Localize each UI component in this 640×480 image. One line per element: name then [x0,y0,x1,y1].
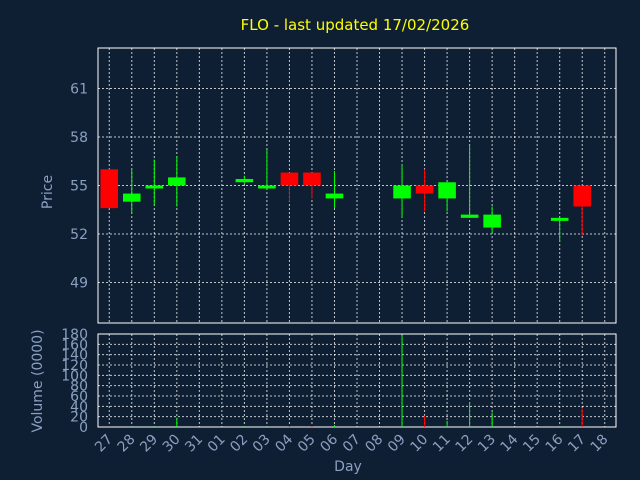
volume-tick-label: 80 [70,379,88,395]
candle [235,175,254,184]
candle-body [235,179,254,183]
volume-tick-label: 0 [79,420,88,436]
candle [280,172,299,202]
price-tick-label: 49 [70,276,88,292]
candle-body [438,182,456,199]
candle-body [303,172,321,186]
candle-body [258,185,276,189]
candle-body [100,169,119,209]
volume-axis-label: Volume (0000) [30,329,46,432]
candle [145,159,164,205]
candle-body [325,193,344,199]
candle [168,156,186,207]
price-tick-label: 55 [70,179,88,195]
volume-bars [108,335,583,427]
candle-body [122,193,141,202]
price-tick-label: 58 [70,130,88,146]
candle [573,185,592,236]
candle [550,217,569,243]
candle [303,172,321,199]
price-panel-frame [97,47,617,324]
candle-body [460,214,479,218]
volume-tick-label: 140 [61,348,88,364]
candle [460,145,479,218]
candles [100,145,592,243]
candle-body [573,185,592,207]
price-y-ticks: 49 52 55 58 61 [70,81,88,291]
volume-tick-label: 40 [70,399,88,415]
candle [122,169,141,213]
volume-tick-label: 20 [70,410,88,426]
x-axis-label: Day [334,459,362,475]
candle [483,206,501,235]
candle [100,169,119,209]
candle-body [393,185,411,199]
price-tick-label: 52 [70,227,88,243]
volume-tick-label: 100 [61,368,88,384]
x-ticks: 2728293031010203040506070809101112131415… [92,431,611,455]
candle [438,182,456,212]
volume-tick-label: 160 [61,337,88,353]
volume-panel-frame [97,333,617,428]
candle [393,164,411,218]
candle-body [483,214,501,228]
volume-tick-label: 180 [61,327,88,343]
candle-body [280,172,299,186]
volume-tick-label: 120 [61,358,88,374]
candle-body [415,185,434,194]
chart-title: FLO - last updated 17/02/2026 [241,16,470,34]
volume-tick-label: 60 [70,389,88,405]
candle [258,149,276,189]
price-axis-label: Price [40,175,56,209]
price-tick-label: 61 [70,81,88,97]
candle-body [550,217,569,221]
candle [415,169,434,212]
candle [325,170,344,209]
candle-body [168,177,186,186]
candle-body [145,185,164,189]
